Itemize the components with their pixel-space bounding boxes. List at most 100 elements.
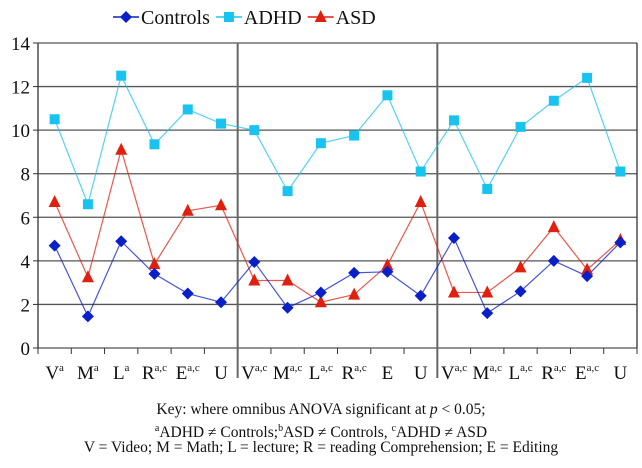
- y-tick-label: 8: [21, 165, 31, 186]
- data-point-adhd: [515, 121, 526, 132]
- data-point-controls: [314, 286, 327, 299]
- data-point-controls: [148, 267, 161, 280]
- data-point-adhd: [116, 70, 127, 81]
- data-point-adhd: [349, 130, 360, 141]
- data-point-asd: [181, 203, 194, 216]
- legend-marker-adhd: [223, 12, 234, 22]
- data-point-controls: [115, 235, 128, 248]
- y-tick-label: 10: [11, 121, 30, 142]
- data-point-controls: [481, 307, 494, 320]
- data-point-adhd: [216, 118, 227, 129]
- data-point-controls: [215, 296, 228, 309]
- data-point-adhd: [249, 125, 260, 136]
- x-tick-label: Ea,c: [176, 362, 200, 384]
- x-tick-label: Va: [45, 362, 64, 384]
- data-point-adhd: [448, 115, 459, 126]
- data-point-controls: [248, 255, 261, 268]
- x-tick-label: Ma,c: [273, 362, 303, 384]
- key-text: ASD ≠ Controls,: [283, 424, 392, 442]
- x-tick-label: Ra,c: [541, 362, 566, 384]
- data-point-asd: [248, 273, 261, 286]
- x-tick-label: Va,c: [441, 362, 467, 384]
- data-point-controls: [447, 231, 460, 244]
- data-point-controls: [281, 301, 294, 314]
- data-point-asd: [314, 295, 327, 308]
- y-tick-label: 0: [21, 339, 31, 360]
- data-point-asd: [215, 198, 228, 211]
- data-point-asd: [115, 142, 128, 155]
- data-point-controls: [614, 236, 627, 249]
- x-tick-label: Ra,c: [142, 362, 167, 384]
- data-point-adhd: [282, 186, 293, 197]
- y-tick-label: 12: [11, 78, 30, 99]
- key-sup: c: [391, 423, 396, 434]
- data-point-asd: [514, 260, 527, 273]
- x-tick-label: U: [414, 363, 428, 384]
- data-point-adhd: [582, 72, 593, 83]
- data-point-controls: [547, 254, 560, 267]
- data-point-asd: [48, 195, 61, 208]
- data-point-adhd: [382, 90, 393, 101]
- data-point-adhd: [482, 183, 493, 194]
- y-tick-label: 14: [11, 34, 31, 55]
- data-point-asd: [447, 285, 460, 298]
- data-point-adhd: [49, 114, 60, 125]
- key-line-2: aADHD ≠ Controls;bASD ≠ Controls, cADHD …: [0, 419, 642, 442]
- y-tick-label: 2: [21, 295, 31, 316]
- x-tick-label: Ma: [77, 362, 99, 384]
- key-p: p: [429, 401, 438, 418]
- data-point-asd: [547, 220, 560, 233]
- key-sup: b: [278, 423, 284, 434]
- data-point-controls: [348, 266, 361, 279]
- data-point-asd: [348, 287, 361, 300]
- data-point-asd: [414, 195, 427, 208]
- data-point-adhd: [82, 199, 93, 210]
- x-tick-label: E: [382, 363, 394, 384]
- data-point-adhd: [548, 95, 559, 106]
- series-line-adhd: [54, 73, 621, 207]
- y-tick-label: 6: [21, 208, 31, 229]
- data-point-asd: [581, 262, 594, 275]
- key-sup: a: [154, 423, 160, 434]
- data-point-controls: [381, 265, 394, 278]
- data-point-asd: [481, 285, 494, 298]
- data-point-adhd: [149, 139, 160, 150]
- x-tick-label: Ma,c: [473, 362, 503, 384]
- data-point-adhd: [182, 104, 193, 115]
- x-tick-label: U: [214, 363, 228, 384]
- key-text: ADHD ≠ Controls;: [159, 424, 279, 442]
- data-point-asd: [81, 270, 94, 283]
- key-text: < 0.05;: [437, 401, 486, 418]
- data-point-controls: [514, 285, 527, 298]
- x-tick-label: U: [613, 363, 627, 384]
- y-tick-label: 4: [21, 252, 31, 273]
- data-point-adhd: [315, 138, 326, 149]
- data-point-asd: [148, 257, 161, 270]
- data-point-asd: [381, 258, 394, 271]
- legend-label: ADHD: [244, 7, 302, 29]
- key-text: Key: where omnibus ANOVA significant at: [156, 401, 430, 418]
- legend-label: ASD: [336, 7, 376, 29]
- legend-marker-asd: [314, 10, 327, 22]
- data-point-controls: [414, 289, 427, 302]
- key-text: ADHD ≠ ASD: [395, 424, 488, 442]
- data-point-asd: [281, 273, 294, 286]
- data-point-controls: [581, 270, 594, 283]
- legend-label: Controls: [141, 7, 210, 29]
- data-point-controls: [181, 287, 194, 300]
- data-point-adhd: [415, 166, 426, 177]
- x-tick-label: Va,c: [241, 362, 267, 384]
- key-line-3: V = Video; M = Math; L = lecture; R = re…: [83, 439, 559, 456]
- key-line-1: Key: where omnibus ANOVA significant at …: [0, 400, 642, 419]
- x-tick-label: La,c: [309, 362, 333, 384]
- series-line-asd: [54, 147, 621, 303]
- x-tick-label: Ra,c: [342, 362, 367, 384]
- data-point-controls: [48, 239, 61, 252]
- data-point-adhd: [615, 166, 626, 177]
- x-tick-label: La: [113, 362, 130, 384]
- data-point-controls: [81, 310, 94, 323]
- legend-marker-controls: [120, 11, 132, 23]
- x-tick-label: La,c: [508, 362, 532, 384]
- x-tick-label: Ea,c: [575, 362, 599, 384]
